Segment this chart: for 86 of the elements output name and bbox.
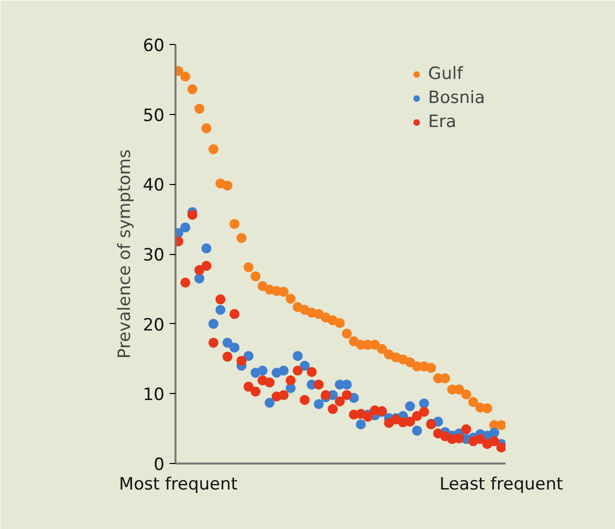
point	[426, 362, 436, 373]
point	[278, 366, 289, 376]
point	[419, 406, 430, 417]
point	[454, 384, 464, 394]
point	[405, 401, 416, 412]
y-tick-label: 30	[142, 246, 165, 266]
legend-label: Era	[428, 112, 456, 132]
point	[328, 404, 338, 414]
point	[376, 344, 387, 354]
y-tick-label: 60	[142, 36, 165, 56]
y-tick-label: 50	[142, 106, 165, 126]
legend-label: Gulf	[428, 64, 463, 84]
point	[229, 309, 240, 320]
x-tick-label: Most frequent	[119, 474, 238, 494]
point	[222, 352, 232, 362]
point	[342, 380, 352, 390]
point	[236, 232, 246, 243]
point	[461, 424, 472, 434]
point	[236, 356, 246, 366]
point	[244, 262, 254, 272]
point	[489, 436, 500, 446]
point	[342, 390, 352, 400]
point	[300, 394, 310, 405]
point	[194, 273, 204, 284]
point	[306, 367, 317, 378]
point	[461, 389, 472, 400]
point	[405, 357, 416, 368]
point	[250, 271, 261, 282]
point	[250, 386, 261, 397]
point	[229, 342, 240, 353]
point	[454, 433, 464, 444]
point	[222, 180, 232, 191]
y-tick-label: 40	[142, 176, 165, 196]
point	[222, 338, 232, 348]
point	[244, 382, 254, 392]
point	[187, 210, 198, 220]
point	[412, 426, 422, 436]
point	[356, 419, 366, 430]
point	[229, 218, 240, 229]
point	[215, 304, 226, 315]
point	[201, 243, 212, 254]
y-tick-label: 10	[142, 385, 165, 406]
point	[258, 366, 268, 376]
point	[208, 338, 218, 348]
point	[482, 403, 492, 414]
point	[201, 260, 212, 271]
point	[208, 144, 218, 154]
point	[286, 294, 296, 304]
point	[412, 411, 422, 422]
legend-label: Bosnia	[428, 88, 485, 108]
point	[194, 104, 204, 114]
point	[370, 340, 380, 350]
point	[292, 350, 303, 361]
point	[314, 380, 324, 390]
point	[405, 416, 416, 427]
point	[489, 428, 500, 438]
point	[187, 84, 198, 94]
point	[264, 378, 275, 388]
point	[300, 360, 310, 371]
point	[440, 373, 450, 384]
point	[180, 278, 190, 288]
point	[208, 318, 218, 329]
point	[286, 375, 296, 386]
point	[496, 442, 506, 452]
point	[180, 222, 190, 232]
point	[264, 398, 275, 408]
point	[496, 420, 506, 430]
x-tick-label: Least frequent	[440, 474, 564, 494]
point	[180, 72, 190, 82]
point	[314, 399, 324, 410]
point	[334, 396, 345, 406]
point	[215, 294, 226, 304]
point	[475, 434, 486, 444]
point	[342, 328, 352, 339]
point	[334, 318, 345, 328]
point	[468, 397, 478, 408]
point	[419, 398, 430, 408]
point	[201, 123, 212, 134]
point	[278, 286, 289, 297]
point	[292, 366, 303, 376]
point	[194, 265, 204, 276]
y-axis-title: Prevalence of symptoms	[114, 149, 135, 359]
point	[278, 390, 289, 400]
y-tick-label: 20	[142, 315, 165, 336]
y-tick-label: 0	[154, 455, 165, 475]
point	[244, 350, 254, 361]
